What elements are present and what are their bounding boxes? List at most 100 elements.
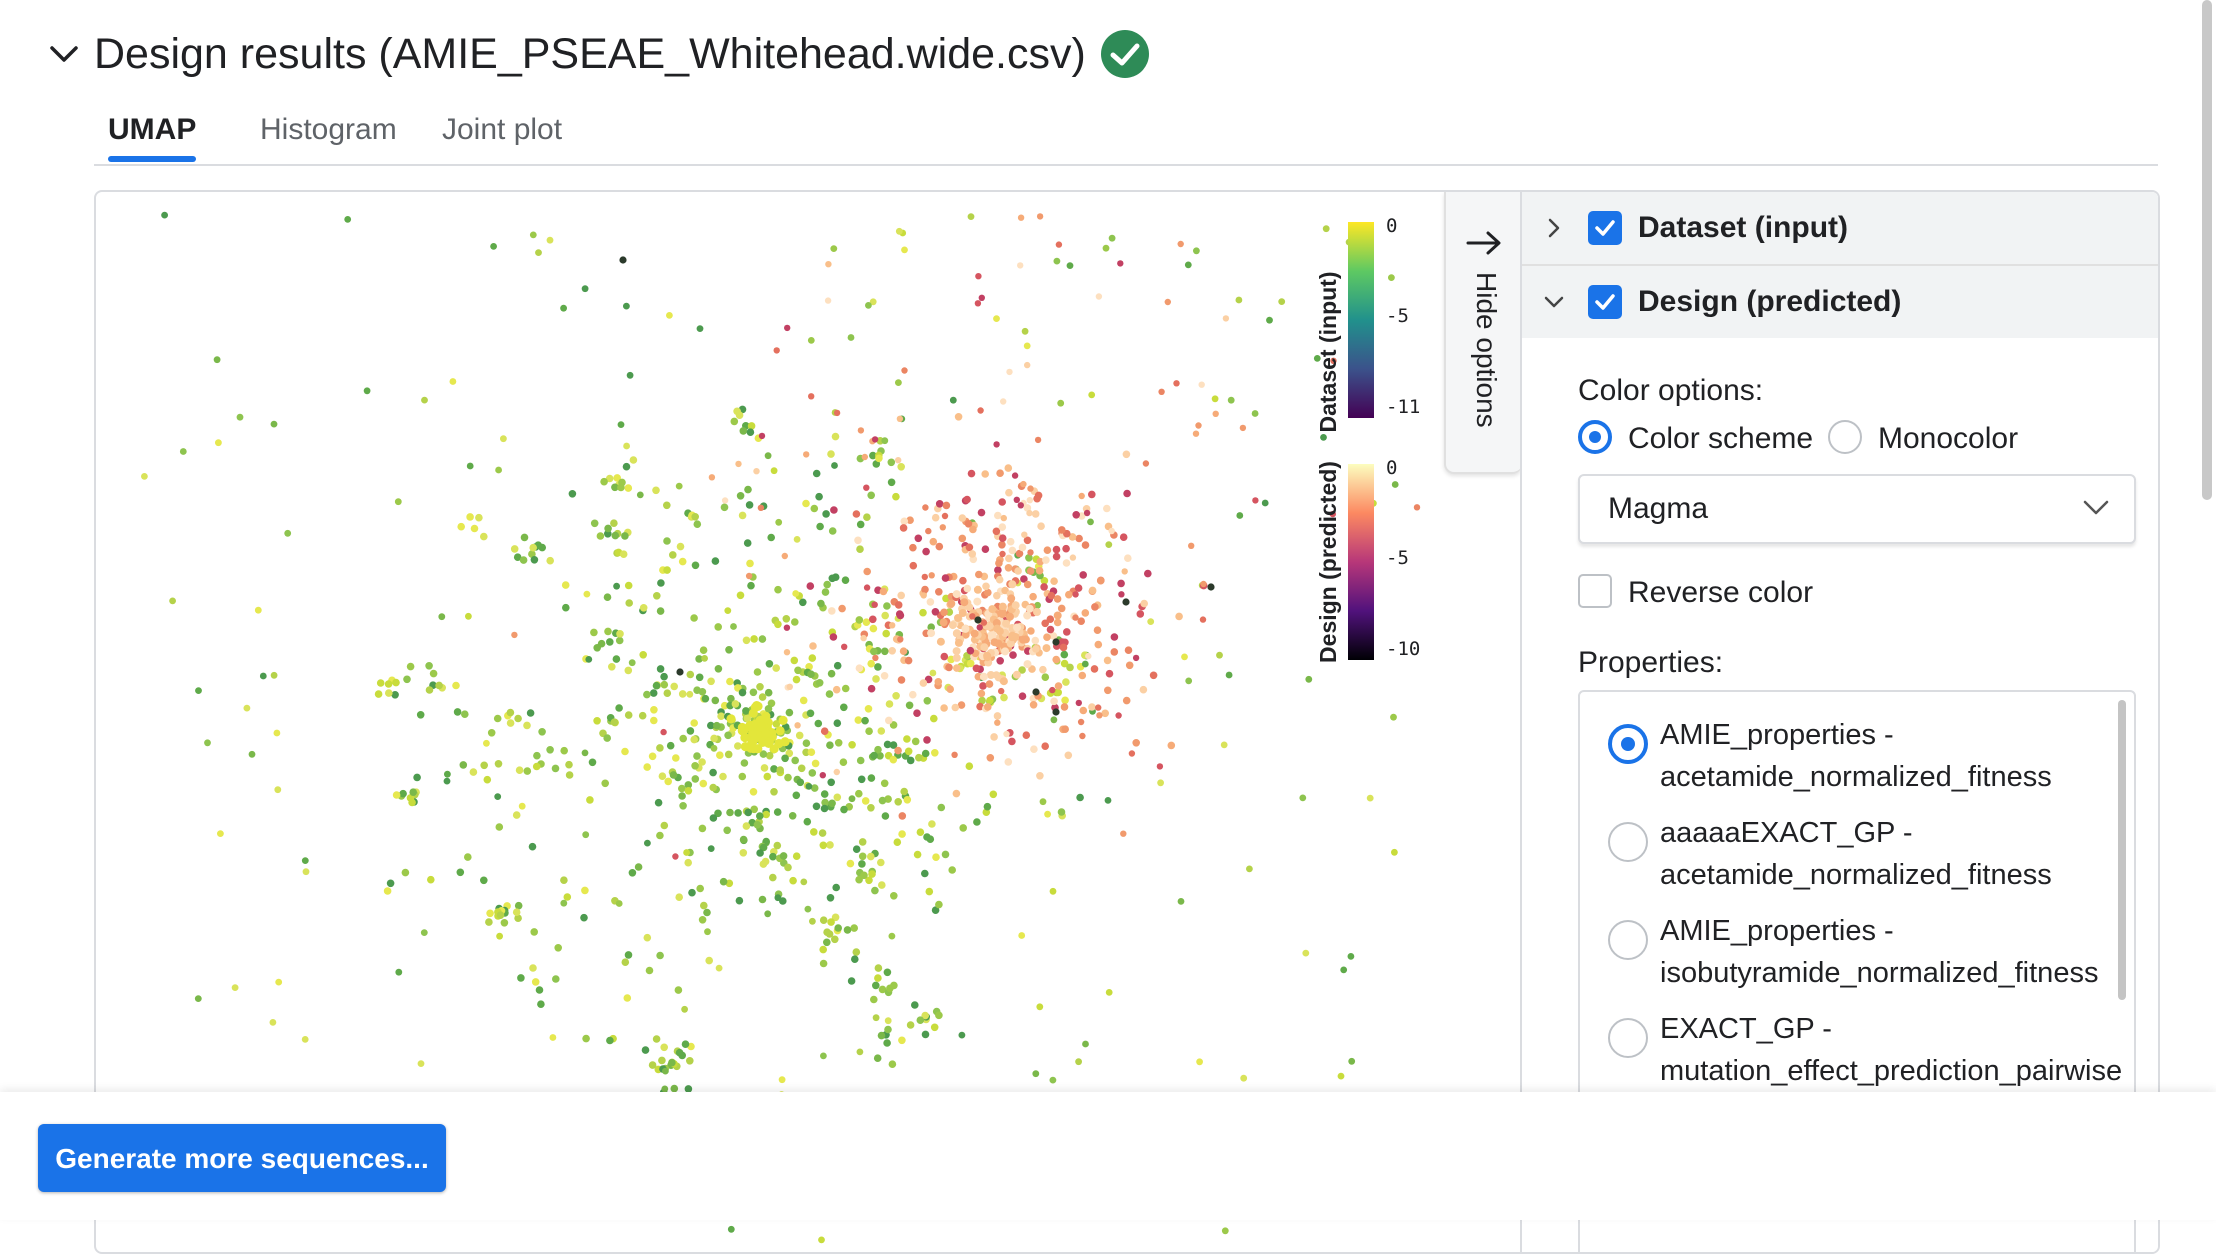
dataset-layer-row[interactable]: Dataset (input): [1522, 192, 2158, 266]
scatter-point: [486, 909, 494, 918]
generate-more-sequences-button[interactable]: Generate more sequences...: [38, 1124, 446, 1192]
scatter-point: [879, 587, 888, 596]
scatter-point: [520, 533, 529, 542]
scatter-point: [794, 722, 801, 729]
scatter-point: [796, 778, 805, 787]
scatter-point: [830, 245, 838, 252]
scatter-point: [1053, 618, 1062, 627]
scatter-point: [870, 647, 878, 656]
reverse-color-checkbox[interactable]: [1578, 574, 1612, 608]
property-radio[interactable]: [1608, 920, 1648, 960]
scatter-point: [529, 964, 537, 972]
scatter-point: [967, 469, 976, 478]
dataset-checkbox[interactable]: [1588, 211, 1622, 245]
scatter-point: [1149, 671, 1158, 680]
scatter-point: [1072, 591, 1079, 598]
scatter-point: [848, 741, 856, 749]
scatter-point: [660, 1043, 668, 1052]
scatter-point: [259, 672, 267, 680]
scatter-point: [1032, 688, 1040, 696]
property-radio[interactable]: [1608, 1018, 1648, 1058]
monocolor-radio[interactable]: [1828, 420, 1862, 454]
scatter-point: [425, 662, 433, 670]
color-scheme-radio[interactable]: [1578, 420, 1612, 454]
page-scrollbar[interactable]: [2202, 0, 2212, 500]
scatter-point: [1046, 615, 1055, 623]
scatter-point: [1105, 989, 1113, 996]
scatter-point: [395, 968, 403, 976]
scatter-point: [1017, 214, 1025, 221]
scatter-point: [935, 1011, 943, 1020]
scatter-point: [1003, 730, 1010, 738]
hide-options-toggle[interactable]: Hide options: [1444, 192, 1522, 474]
scatter-point: [834, 739, 843, 747]
properties-scrollbar[interactable]: [2118, 700, 2126, 1000]
scatter-point: [958, 1031, 966, 1039]
tab-umap[interactable]: UMAP: [94, 108, 210, 162]
scatter-point: [748, 708, 758, 718]
scatter-point: [1122, 450, 1131, 459]
scatter-point: [995, 627, 1004, 636]
scatter-point: [1147, 618, 1155, 625]
chevron-right-icon[interactable]: [1542, 216, 1566, 240]
scatter-point: [530, 556, 539, 564]
scatter-point: [779, 852, 788, 860]
design-checkbox[interactable]: [1588, 285, 1622, 319]
scatter-point: [952, 653, 961, 662]
scatter-point: [855, 789, 863, 798]
scatter-point: [1144, 569, 1152, 578]
property-item[interactable]: aaaaaEXACT_GP - acetamide_normalized_fit…: [1608, 804, 2128, 900]
scatter-point: [691, 513, 699, 521]
property-item[interactable]: AMIE_properties - isobutyramide_normaliz…: [1608, 902, 2128, 998]
scatter-point: [748, 721, 758, 731]
scatter-point: [675, 1048, 684, 1057]
scatter-point: [946, 685, 954, 693]
scatter-point: [870, 995, 878, 1004]
scatter-point: [546, 236, 554, 244]
scatter-point: [690, 719, 698, 727]
property-radio[interactable]: [1608, 822, 1648, 862]
scatter-point: [514, 901, 523, 910]
property-item[interactable]: AMIE_properties - acetamide_normalized_f…: [1608, 706, 2128, 802]
scatter-point: [919, 608, 927, 617]
chevron-down-icon[interactable]: [1542, 290, 1566, 314]
scatter-point: [1042, 644, 1051, 653]
scatter-point: [621, 747, 629, 756]
scatter-point: [664, 777, 672, 786]
scatter-point: [856, 520, 865, 529]
scatter-point: [901, 246, 908, 254]
design-layer-row[interactable]: Design (predicted): [1522, 266, 2158, 338]
scatter-point: [1019, 635, 1027, 644]
scatter-point: [858, 852, 867, 861]
scatter-point: [1032, 1070, 1040, 1078]
scatter-point: [392, 678, 400, 687]
scatter-point: [996, 469, 1004, 478]
scatter-point: [615, 900, 623, 907]
reverse-color-label: Reverse color: [1628, 576, 1814, 609]
property-item[interactable]: EXACT_GP - mutation_effect_prediction_pa…: [1608, 1000, 2128, 1096]
scatter-point: [643, 933, 652, 942]
scatter-point: [270, 671, 278, 679]
scatter-point: [871, 601, 878, 608]
scatter-point: [730, 623, 737, 630]
scatter-point: [513, 553, 522, 561]
scatter-point: [963, 584, 972, 593]
scatter-point: [892, 492, 900, 501]
scatter-point: [546, 556, 554, 565]
tab-joint-plot[interactable]: Joint plot: [442, 113, 563, 146]
scatter-point: [974, 616, 982, 624]
scatter-point: [998, 687, 1005, 695]
scatter-point: [769, 852, 777, 861]
chevron-down-icon[interactable]: [44, 34, 84, 74]
scatter-point: [896, 415, 904, 422]
umap-scatter-plot[interactable]: Dataset (input) 0 -5 -11 Design (predict…: [96, 192, 1520, 1252]
scatter-point: [809, 642, 817, 650]
palette-select[interactable]: Magma: [1578, 474, 2136, 544]
scatter-point: [1008, 631, 1017, 640]
scatter-point: [976, 624, 983, 631]
scatter-point: [803, 817, 812, 826]
tab-histogram[interactable]: Histogram: [260, 113, 397, 146]
scatter-point: [841, 576, 850, 584]
scatter-point: [443, 777, 451, 785]
property-radio[interactable]: [1608, 724, 1648, 764]
